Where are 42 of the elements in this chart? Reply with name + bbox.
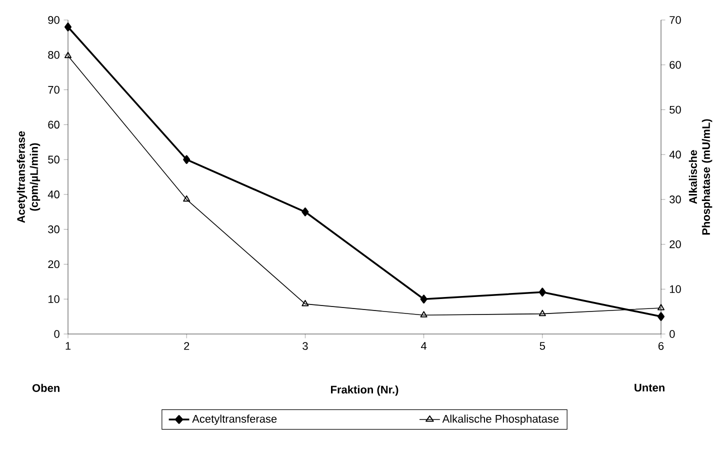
- x-tick-label: 1: [66, 342, 71, 350]
- y-tick-label: 70: [48, 86, 60, 94]
- y2-tick-label: 10: [670, 285, 681, 294]
- point: [302, 207, 309, 216]
- x-tick-label: 3: [302, 342, 308, 350]
- y-tick-label: 80: [48, 50, 60, 59]
- point: [183, 155, 190, 164]
- x-tick-label: 2: [184, 342, 190, 350]
- x-tick-label: 5: [540, 342, 545, 350]
- point: [657, 304, 665, 310]
- point: [183, 195, 190, 202]
- y-tick-label: 10: [48, 295, 60, 304]
- legend-label: Alkalische Phosphatase: [442, 414, 559, 425]
- point: [538, 310, 546, 316]
- legend-label: Acetyltransferase: [192, 414, 277, 425]
- x-tick-label: 6: [658, 342, 664, 350]
- y2-tick-label: 70: [670, 16, 681, 24]
- y-tick-label: 60: [48, 120, 60, 129]
- point: [302, 300, 309, 306]
- point: [420, 311, 428, 318]
- point: [420, 294, 428, 304]
- y2-axis-title: Alkalische Phosphatase (mU/mL): [688, 119, 712, 235]
- y2-tick-label: 40: [669, 150, 681, 158]
- y2-tick-label: 30: [670, 196, 681, 204]
- text: Oben: [32, 384, 60, 392]
- y2-tick-label: 50: [670, 106, 681, 114]
- y-tick-label: 90: [48, 16, 60, 24]
- y-tick-label: 50: [48, 156, 60, 164]
- y-tick-label: 0: [54, 330, 60, 338]
- text: Unten: [634, 384, 664, 392]
- y-tick-label: 40: [48, 190, 60, 198]
- y2-tick-label: 0: [670, 330, 675, 338]
- point: [538, 288, 546, 297]
- y2-tick-label: 60: [670, 60, 681, 69]
- y-tick-label: 30: [48, 225, 60, 234]
- x-axis-title: Fraktion (Nr.): [331, 385, 398, 396]
- point: [64, 52, 72, 58]
- point: [64, 22, 72, 32]
- y2-tick-label: 20: [670, 240, 681, 248]
- y-tick-label: 20: [48, 260, 60, 268]
- y-axis-title: Acetyltransferase (cpm/µL/min): [16, 131, 40, 223]
- x-tick-label: 4: [420, 342, 427, 350]
